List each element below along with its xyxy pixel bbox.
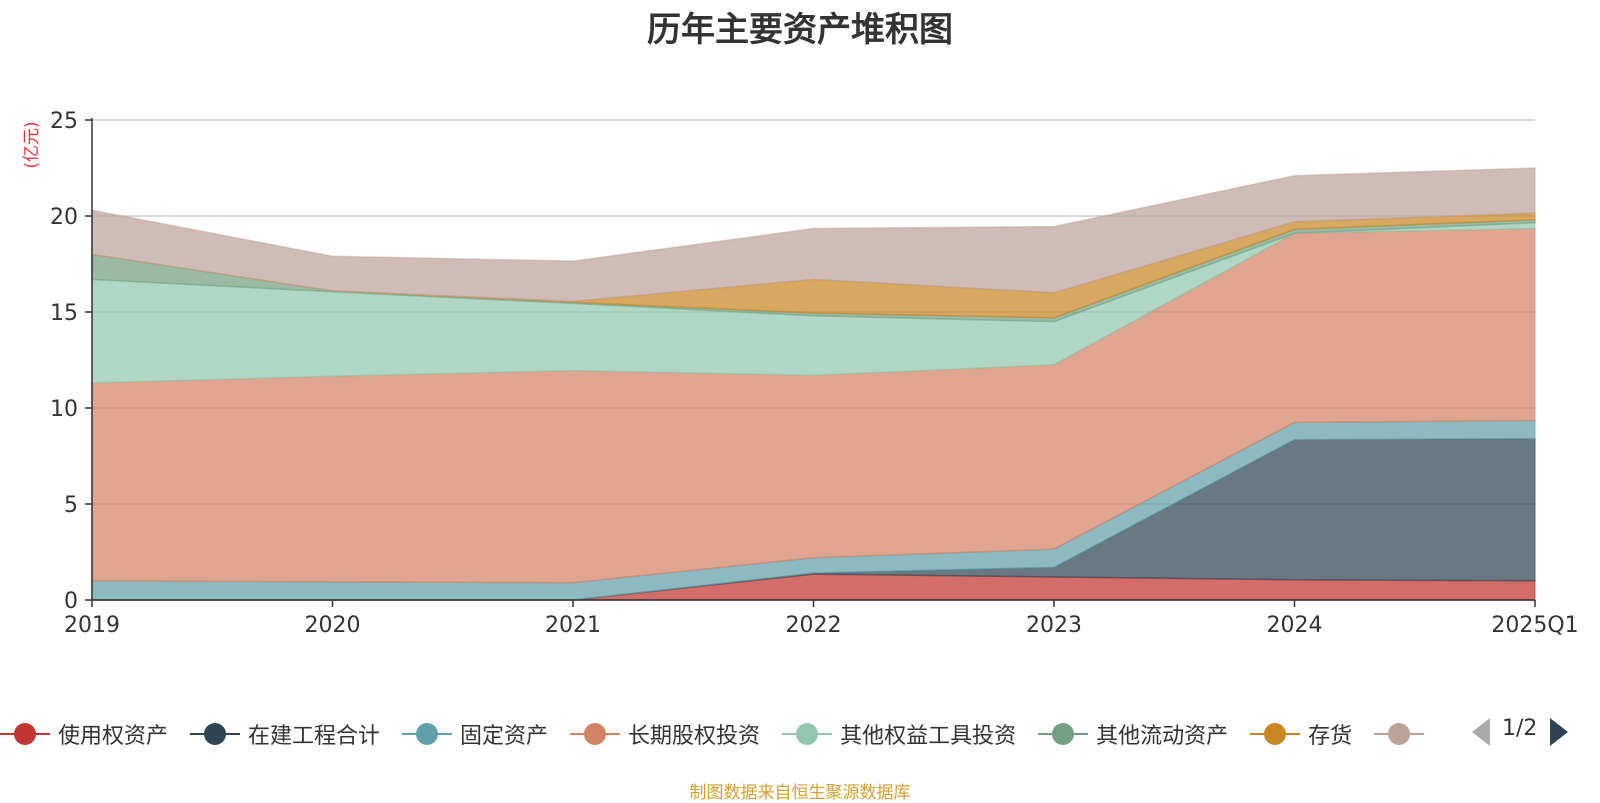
x-tick-label: 2022 (786, 613, 842, 638)
x-tick-label: 2025Q1 (1491, 613, 1578, 638)
legend-label: 其他权益工具投资 (840, 724, 1017, 749)
legend: 使用权资产 在建工程合计 固定资产 长期股权投资 其他权益工具投资 其他流动资产 存货 (0, 712, 1460, 756)
legend-label: 长期股权投资 (628, 724, 761, 749)
data-source-note: 制图数据来自恒生聚源数据库 (689, 783, 911, 803)
stacked-area-chart: 0 5 10 15 20 25 2019 2020 2021 2022 2023 2024 2025Q1… (22, 109, 1579, 638)
legend-pager: 1/2 (1468, 710, 1600, 754)
y-tick-label: 15 (50, 301, 78, 326)
x-tick-label: 2021 (545, 613, 601, 638)
legend-label: 存货 (1308, 724, 1353, 749)
triangle-right-icon[interactable] (1550, 718, 1568, 746)
y-tick-label: 0 (64, 589, 78, 614)
legend-label: 其他流动资产 (1096, 724, 1229, 749)
legend-page-indicator: 1/2 (1502, 716, 1538, 741)
legend-item[interactable]: 长期股权投资 (570, 712, 760, 756)
legend-marker-icon (1250, 721, 1301, 747)
legend-item[interactable]: 使用权资产 (0, 712, 168, 756)
x-tick-label: 2024 (1267, 613, 1323, 638)
legend-marker-icon (570, 721, 621, 747)
legend-label: 固定资产 (460, 724, 549, 749)
legend-item[interactable]: 其他权益工具投资 (782, 712, 1016, 756)
legend-marker-icon (190, 721, 241, 747)
x-tick-label: 2023 (1026, 613, 1082, 638)
y-tick-label: 5 (64, 493, 78, 518)
y-tick-label: 25 (50, 109, 78, 134)
x-tick-label: 2019 (64, 613, 120, 638)
triangle-left-icon[interactable] (1472, 718, 1490, 746)
legend-marker-icon (782, 721, 833, 747)
legend-item[interactable] (1374, 712, 1432, 756)
legend-item[interactable]: 在建工程合计 (190, 712, 380, 756)
legend-label: 使用权资产 (58, 724, 169, 749)
legend-marker-icon (1374, 721, 1425, 747)
legend-item[interactable]: 存货 (1250, 712, 1352, 756)
y-tick-label: 20 (50, 205, 78, 230)
y-tick-label: 10 (50, 397, 78, 422)
legend-marker-icon (1038, 721, 1089, 747)
y-axis-unit-label: (亿元) (22, 121, 42, 168)
series-area-8 (91, 167, 1536, 303)
legend-marker-icon (0, 721, 50, 747)
x-tick-label: 2020 (305, 613, 361, 638)
legend-marker-icon (402, 721, 453, 747)
legend-item[interactable]: 固定资产 (402, 712, 548, 756)
chart-title: 历年主要资产堆积图 (647, 10, 953, 50)
legend-item[interactable]: 其他流动资产 (1038, 712, 1228, 756)
legend-label: 在建工程合计 (248, 724, 381, 749)
